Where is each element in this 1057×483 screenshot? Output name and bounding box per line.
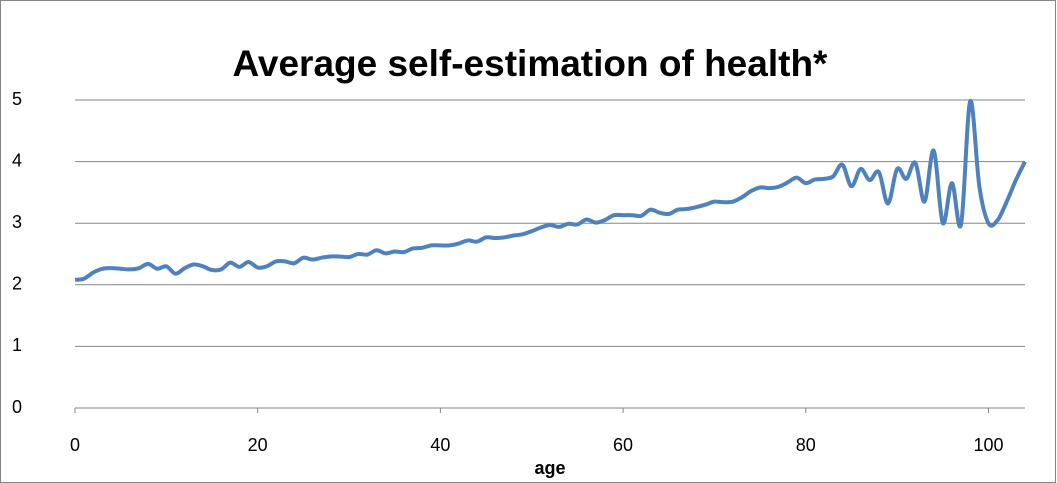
x-tick-label: 0 <box>70 435 80 455</box>
y-tick-label: 0 <box>12 397 22 417</box>
y-tick-label: 5 <box>12 89 22 109</box>
x-tick-label: 20 <box>248 435 268 455</box>
y-tick-label: 3 <box>12 212 22 232</box>
x-tick-label: 40 <box>430 435 450 455</box>
x-tick-label: 80 <box>796 435 816 455</box>
y-tick-label: 2 <box>12 274 22 294</box>
x-tick-label: 100 <box>973 435 1003 455</box>
x-tick-label: 60 <box>613 435 633 455</box>
chart-title: Average self-estimation of health* <box>233 43 828 84</box>
y-tick-label: 1 <box>12 335 22 355</box>
y-tick-label: 4 <box>12 150 22 170</box>
data-line <box>74 99 1027 282</box>
x-axis-label: age <box>534 458 565 478</box>
